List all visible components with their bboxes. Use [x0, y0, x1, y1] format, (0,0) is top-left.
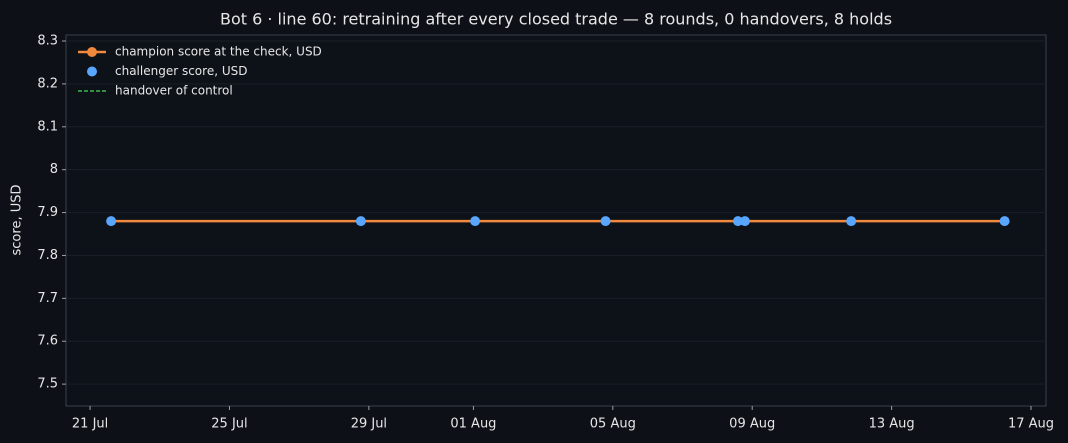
challenger-point	[739, 216, 750, 227]
challenger-point	[999, 216, 1010, 227]
y-tick-label: 7.7	[37, 291, 58, 306]
legend-label: handover of control	[115, 84, 233, 98]
x-tick-label: 21 Jul	[72, 417, 108, 432]
y-tick-label: 7.9	[37, 205, 58, 220]
x-tick-label: 01 Aug	[450, 417, 496, 432]
x-tick-label: 29 Jul	[351, 417, 387, 432]
y-tick-label: 8.2	[37, 76, 58, 91]
challenger-point	[732, 216, 743, 227]
y-axis-label: score, USD	[10, 185, 25, 256]
y-tick-label: 8.3	[37, 34, 58, 49]
legend-marker	[87, 66, 97, 77]
challenger-point	[600, 216, 611, 227]
challenger-point	[355, 216, 366, 227]
chart-title: Bot 6 · line 60: retraining after every …	[220, 10, 892, 29]
y-tick-label: 7.6	[37, 334, 58, 349]
challenger-point	[846, 216, 857, 227]
y-tick-label: 8.1	[37, 119, 58, 134]
x-tick-label: 13 Aug	[869, 417, 915, 432]
x-tick-label: 09 Aug	[729, 417, 775, 432]
legend-label: champion score at the check, USD	[115, 45, 322, 59]
x-tick-label: 05 Aug	[590, 417, 636, 432]
legend-marker	[87, 47, 97, 57]
legend-label: challenger score, USD	[115, 64, 247, 78]
y-tick-label: 8	[50, 162, 58, 177]
x-tick-label: 17 Aug	[1008, 417, 1054, 432]
x-tick-label: 25 Jul	[211, 417, 247, 432]
challenger-point	[470, 216, 481, 227]
y-tick-label: 7.5	[37, 377, 58, 392]
challenger-point	[106, 216, 117, 227]
legend-item: handover of control	[78, 84, 233, 98]
legend-item: challenger score, USD	[87, 64, 247, 78]
legend-item: champion score at the check, USD	[78, 45, 322, 59]
y-tick-label: 7.8	[37, 248, 58, 263]
